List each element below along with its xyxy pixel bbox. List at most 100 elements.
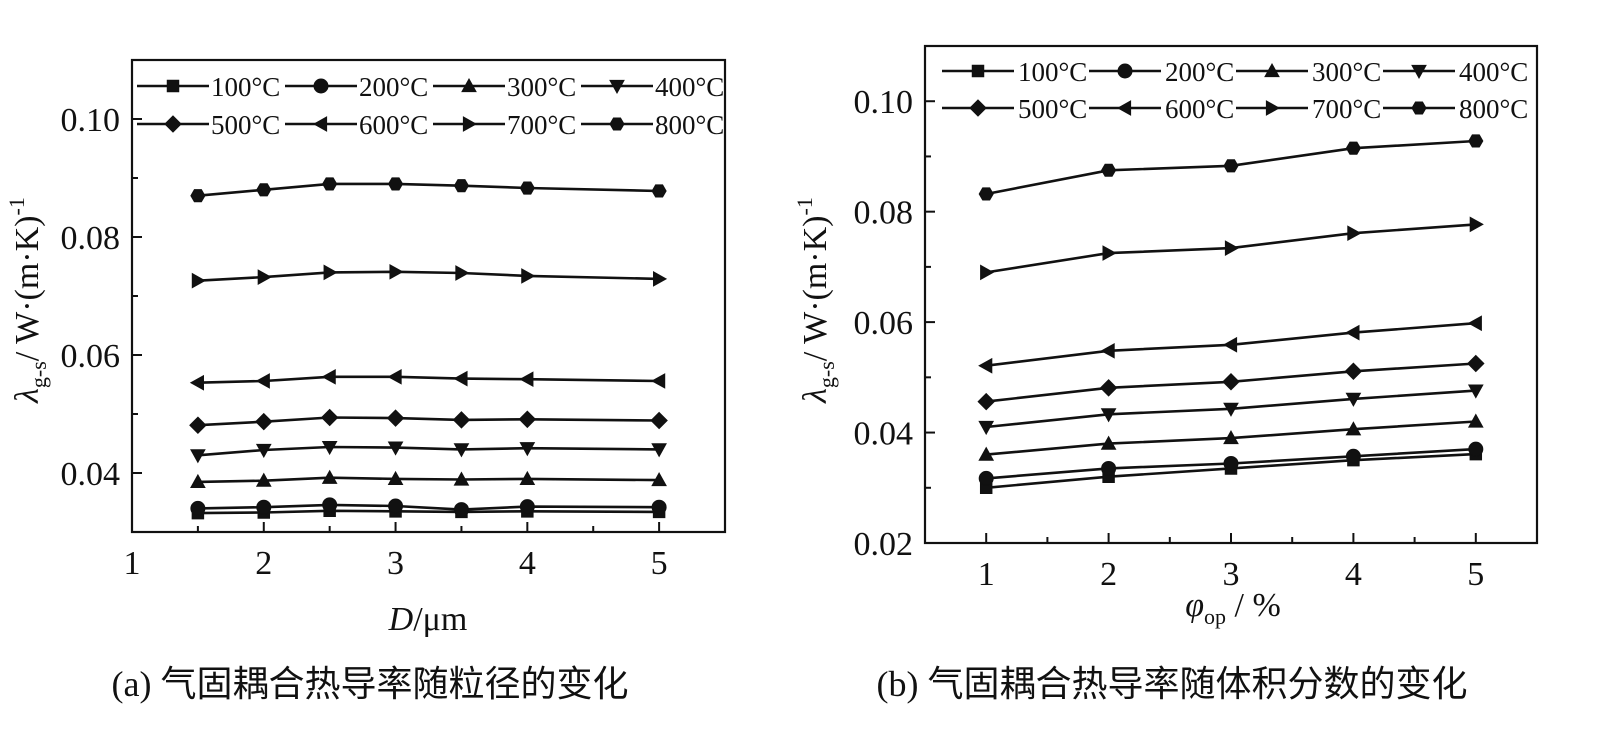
data-point [1345,141,1361,155]
data-point [1345,421,1362,436]
legend-marker [1117,63,1133,79]
data-point [978,357,993,374]
series-200°C [190,497,667,518]
legend-item: 500°C [137,110,280,140]
data-point [1222,372,1240,391]
x-axis-unit: / % [1226,587,1281,624]
x-tick-label: 2 [255,545,272,582]
data-point [1344,362,1363,381]
data-point [189,416,207,434]
data-point [1345,324,1360,341]
y-tick-label: 0.06 [854,305,914,342]
data-point [388,498,404,514]
data-point [389,263,404,280]
x-tick-label: 1 [124,545,141,582]
y-axis-superscript: -1 [792,197,817,215]
data-point [453,179,470,193]
data-point [257,269,272,285]
y-axis-title: λg-s/ W·(m·K)-1 [792,197,839,404]
data-point [387,470,404,485]
data-point [1223,430,1239,445]
data-point [978,420,995,436]
data-point [321,440,338,456]
data-point [455,265,470,281]
data-point [1345,448,1361,464]
data-point [453,471,470,486]
data-point [386,409,405,427]
chart-panel-a: 0.04 0.06 0.08 0.10 1 2 3 4 5 100°C 200°C 300°C 400°… [4,58,727,704]
y-tick-label: 0.10 [854,84,914,121]
legend-label: 700°C [507,110,576,140]
x-axis-unit: /μm [413,601,467,638]
legend-label: 800°C [1459,94,1528,124]
data-point [320,408,339,427]
legend-marker [166,79,180,93]
data-point [256,183,272,197]
series-500°C [189,408,668,434]
data-point [255,412,273,431]
legend-marker [1411,101,1427,115]
legend-item: 600°C [285,110,428,140]
data-point [1467,413,1484,428]
y-axis-unit: / W·(m·K) [797,215,834,361]
legend-marker [1264,62,1280,78]
data-point [1101,163,1117,177]
data-point [387,177,404,191]
data-point [651,472,667,487]
series-400°C [190,440,667,464]
legend: 100°C 200°C 300°C 400°C 500°C 600°C 700°C 800°C [942,57,1528,124]
legend-item: 800°C [581,110,724,140]
data-point [256,499,272,515]
legend-item: 300°C [433,72,576,102]
data-point [1223,402,1239,417]
data-point [519,181,535,195]
legend-item: 700°C [1236,94,1381,124]
legend-marker [312,116,328,132]
x-axis-title: φop / % [1185,587,1281,629]
legend-marker [1265,100,1281,116]
chart-panel-b: 0.02 0.04 0.06 0.08 0.10 1 2 3 4 5 100°C 200°C 300°C… [792,44,1539,704]
legend-marker [1411,64,1427,80]
figure-caption: (b) 气固耦合热导率随体积分数的变化 [877,664,1468,704]
series-300°C [190,469,667,488]
data-point [651,499,667,515]
legend-label: 300°C [1312,57,1381,87]
series-200°C [978,441,1484,486]
legend: 100°C 200°C 300°C 400°C 500°C 600°C 700°C 800°C [137,72,724,140]
data-point [978,446,995,461]
legend-marker [969,99,987,117]
x-tick-label: 1 [978,556,995,593]
x-tick-label: 4 [519,545,536,582]
data-point [323,264,338,281]
x-axis-symbol: D [388,601,414,638]
data-point [1100,408,1117,423]
x-tick-label: 3 [1223,556,1240,593]
data-point [453,443,470,458]
data-point [977,392,995,411]
x-axis-symbol: φ [1185,587,1204,624]
data-point [191,272,206,289]
data-point [519,442,536,457]
legend-item: 300°C [1236,57,1381,87]
data-point [190,500,206,516]
data-point [978,470,994,486]
legend-item: 500°C [942,94,1087,124]
data-point [1468,134,1484,148]
x-tick-label: 3 [387,545,404,582]
legend-label: 600°C [359,110,428,140]
y-tick-label: 0.02 [854,526,914,563]
y-tick-label: 0.04 [61,456,121,493]
data-point [980,264,995,281]
data-point [189,374,204,391]
legend-marker [971,64,985,78]
data-point [1347,225,1362,242]
series-300°C [978,413,1484,461]
legend-label: 400°C [1459,57,1528,87]
data-point [521,268,536,284]
data-point [190,473,206,488]
data-point [978,187,994,201]
data-point [1469,216,1484,233]
x-tick-label: 5 [1467,556,1484,593]
data-point [1223,455,1239,471]
